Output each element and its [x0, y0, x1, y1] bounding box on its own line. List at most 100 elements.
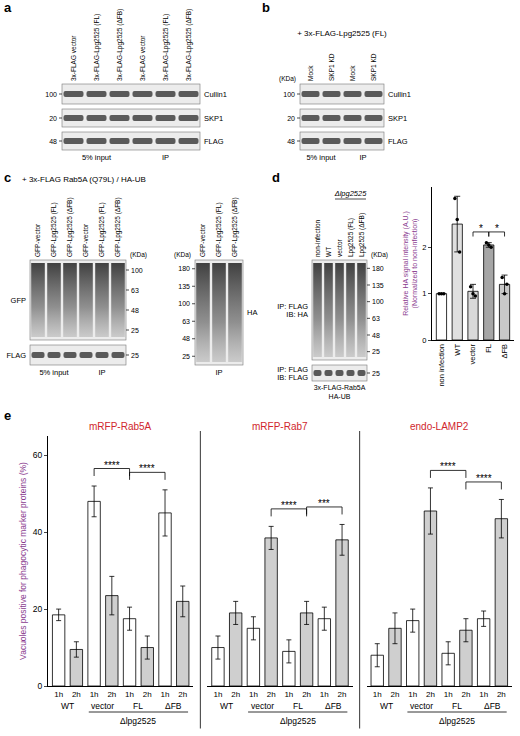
svg-text:5% input: 5% input	[39, 368, 69, 377]
svg-text:3x-FLAG-Lpg2525 (FL): 3x-FLAG-Lpg2525 (FL)	[93, 14, 101, 81]
svg-text:100: 100	[283, 91, 295, 98]
svg-text:FL: FL	[484, 344, 493, 353]
svg-text:1h: 1h	[54, 690, 63, 699]
svg-text:100: 100	[131, 267, 143, 274]
svg-text:2h: 2h	[302, 690, 311, 699]
svg-text:1h: 1h	[444, 690, 453, 699]
svg-text:FLAG: FLAG	[6, 351, 26, 360]
svg-text:48: 48	[49, 138, 57, 145]
svg-text:100: 100	[178, 300, 190, 307]
svg-text:vector: vector	[410, 701, 433, 711]
svg-text:+ 3x-FLAG Rab5A (Q79L) / HA-UB: + 3x-FLAG Rab5A (Q79L) / HA-UB	[22, 175, 146, 184]
svg-text:25: 25	[131, 352, 139, 359]
svg-text:Vacuoles positive for phagocyt: Vacuoles positive for phagocytic marker …	[18, 462, 28, 660]
svg-text:48: 48	[131, 307, 139, 314]
svg-text:(KDa): (KDa)	[174, 251, 191, 259]
svg-text:e: e	[4, 408, 11, 423]
svg-text:25: 25	[182, 353, 190, 360]
svg-text:1: 1	[422, 289, 426, 298]
svg-text:*: *	[479, 223, 483, 234]
svg-text:25: 25	[131, 327, 139, 334]
svg-text:1h: 1h	[90, 690, 99, 699]
svg-text:GFP-vector: GFP-vector	[34, 223, 41, 257]
svg-text:non-infection: non-infection	[314, 219, 321, 257]
svg-text:2h: 2h	[497, 690, 506, 699]
svg-text:2h: 2h	[461, 690, 470, 699]
svg-text:Mock: Mock	[349, 65, 356, 81]
svg-text:endo-LAMP2: endo-LAMP2	[410, 421, 469, 432]
svg-text:GFP-vector: GFP-vector	[82, 223, 89, 257]
svg-text:HA: HA	[247, 308, 257, 317]
svg-text:GFP-Lpg2525 (FL): GFP-Lpg2525 (FL)	[98, 202, 106, 257]
svg-text:SKP1 KD: SKP1 KD	[328, 53, 335, 81]
svg-text:180: 180	[372, 265, 384, 272]
svg-text:3x-FLAG vector: 3x-FLAG vector	[139, 35, 146, 81]
svg-text:+ 3x-FLAG-Lpg2525 (FL): + 3x-FLAG-Lpg2525 (FL)	[297, 29, 387, 38]
svg-text:Lpg2525 (ΔFB): Lpg2525 (ΔFB)	[358, 213, 366, 257]
svg-text:2h: 2h	[143, 690, 152, 699]
svg-text:1h: 1h	[249, 690, 258, 699]
svg-text:GFP-Lpg2525 (ΔFB): GFP-Lpg2525 (ΔFB)	[66, 197, 74, 257]
svg-text:IP: IP	[359, 153, 366, 162]
svg-text:1h: 1h	[479, 690, 488, 699]
svg-text:****: ****	[281, 500, 297, 511]
svg-text:5% input: 5% input	[306, 153, 336, 162]
svg-text:mRFP-Rab7: mRFP-Rab7	[252, 421, 308, 432]
svg-text:ΔFB: ΔFB	[165, 701, 182, 711]
svg-text:2h: 2h	[178, 690, 187, 699]
svg-text:1h: 1h	[284, 690, 293, 699]
svg-text:Δlpg2525: Δlpg2525	[439, 716, 475, 726]
svg-text:vector: vector	[336, 238, 343, 257]
svg-text:5% input: 5% input	[82, 153, 112, 162]
svg-text:0: 0	[422, 336, 426, 345]
svg-text:(KDa): (KDa)	[371, 251, 388, 259]
svg-text:2h: 2h	[267, 690, 276, 699]
svg-text:1h: 1h	[408, 690, 417, 699]
svg-text:2h: 2h	[72, 690, 81, 699]
svg-text:100: 100	[372, 298, 384, 305]
svg-text:GFP-Lpg2525 (ΔFB): GFP-Lpg2525 (ΔFB)	[231, 197, 239, 257]
svg-text:63: 63	[372, 315, 380, 322]
svg-text:20: 20	[33, 604, 43, 614]
svg-text:0: 0	[38, 681, 43, 691]
svg-text:SKP1 KD: SKP1 KD	[370, 53, 377, 81]
svg-text:40: 40	[33, 527, 43, 537]
svg-text:FL: FL	[133, 701, 143, 711]
svg-text:b: b	[262, 0, 270, 15]
svg-text:IP: IP	[215, 368, 222, 377]
svg-text:non infection: non infection	[437, 344, 446, 387]
svg-text:****: ****	[139, 463, 155, 474]
svg-text:a: a	[4, 0, 12, 15]
svg-text:3x-FLAG vector: 3x-FLAG vector	[70, 35, 77, 81]
svg-text:GFP-vector: GFP-vector	[199, 223, 206, 257]
svg-text:2h: 2h	[231, 690, 240, 699]
svg-text:ΔFB: ΔFB	[484, 701, 501, 711]
svg-text:2h: 2h	[426, 690, 435, 699]
svg-text:GFP-Lpg2525 (ΔFB): GFP-Lpg2525 (ΔFB)	[114, 197, 122, 257]
svg-text:FLAG: FLAG	[204, 137, 224, 146]
svg-text:20: 20	[287, 115, 295, 122]
svg-text:WT: WT	[220, 701, 233, 711]
svg-text:d: d	[272, 170, 280, 185]
svg-text:63: 63	[131, 287, 139, 294]
svg-text:3x-FLAG-Lpg2525 (ΔFB): 3x-FLAG-Lpg2525 (ΔFB)	[116, 9, 124, 81]
svg-text:2: 2	[422, 243, 426, 252]
svg-text:FL: FL	[452, 701, 462, 711]
svg-text:Cullin1: Cullin1	[204, 90, 227, 99]
svg-text:*: *	[495, 223, 499, 234]
svg-text:3x-FLAG-Rab5A: 3x-FLAG-Rab5A	[314, 384, 366, 391]
svg-text:48: 48	[287, 138, 295, 145]
svg-text:vector: vector	[468, 344, 477, 365]
svg-text:WT: WT	[380, 701, 393, 711]
svg-text:1h: 1h	[213, 690, 222, 699]
svg-text:ΔFB: ΔFB	[325, 701, 342, 711]
svg-text:1h: 1h	[373, 690, 382, 699]
svg-text:1h: 1h	[320, 690, 329, 699]
svg-text:****: ****	[476, 473, 492, 484]
svg-text:2h: 2h	[338, 690, 347, 699]
svg-text:25: 25	[372, 348, 380, 355]
svg-text:135: 135	[178, 283, 190, 290]
svg-text:IP: IP	[98, 368, 105, 377]
svg-text:48: 48	[372, 332, 380, 339]
svg-text:Δlpg2525: Δlpg2525	[334, 189, 368, 198]
